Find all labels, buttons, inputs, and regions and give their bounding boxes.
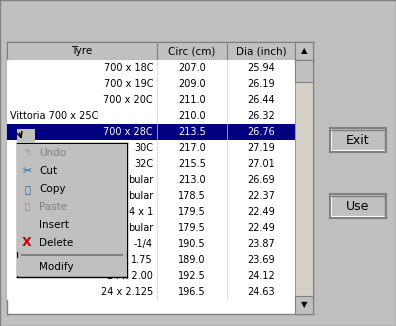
Text: Insert: Insert [39,220,69,230]
Text: 26.19: 26.19 [247,79,275,89]
Text: Dia (inch): Dia (inch) [236,46,286,56]
Text: 192.5: 192.5 [178,271,206,281]
Text: 📋: 📋 [25,202,29,212]
Text: 190.5: 190.5 [178,239,206,249]
Text: bular: bular [128,175,153,185]
Text: 207.0: 207.0 [178,63,206,73]
Text: ✂: ✂ [22,166,32,176]
Text: 24.63: 24.63 [247,287,275,297]
Text: 209.0: 209.0 [178,79,206,89]
Text: 217.0: 217.0 [178,143,206,153]
Text: 26.44: 26.44 [247,95,275,105]
Text: Exit: Exit [346,134,370,146]
Text: 25.94: 25.94 [247,63,275,73]
Text: ▲: ▲ [301,47,307,55]
Text: Undo: Undo [39,148,66,158]
Text: 27.19: 27.19 [247,143,275,153]
Text: -1/4: -1/4 [134,239,153,249]
Text: Cut: Cut [39,166,57,176]
Text: 24 x 2.125: 24 x 2.125 [101,287,153,297]
Text: 179.5: 179.5 [178,223,206,233]
Text: 23.69: 23.69 [247,255,275,265]
Text: 27.01: 27.01 [247,159,275,169]
Text: 189.0: 189.0 [178,255,206,265]
Text: 1.75: 1.75 [131,255,153,265]
Text: Common Tyre Sizes: Common Tyre Sizes [5,3,141,16]
Text: 32C: 32C [134,159,153,169]
Text: 23.87: 23.87 [247,239,275,249]
Text: 26.69: 26.69 [247,175,275,185]
Text: Modify: Modify [39,262,74,272]
Text: 213.0: 213.0 [178,175,206,185]
Text: Use: Use [346,200,370,213]
Text: Use: Use [34,24,55,34]
Text: X: X [22,236,32,249]
Text: ▼: ▼ [301,301,307,309]
Text: 22.49: 22.49 [247,223,275,233]
Text: 213.5: 213.5 [178,127,206,137]
Text: Delete: Delete [39,238,73,248]
Text: Vittoria 700 x 25C: Vittoria 700 x 25C [10,111,98,121]
Text: Edit: Edit [6,24,28,34]
Text: 178.5: 178.5 [178,191,206,201]
Text: 22.49: 22.49 [247,207,275,217]
Text: Exit: Exit [60,24,81,34]
Text: 210.0: 210.0 [178,111,206,121]
Text: 4 x 1: 4 x 1 [129,207,153,217]
Text: Copy: Copy [39,184,65,194]
Text: 700 x 20C: 700 x 20C [103,95,153,105]
Text: 700 x 19C: 700 x 19C [103,79,153,89]
Text: Tyre: Tyre [71,46,93,56]
Text: 30C: 30C [134,143,153,153]
Text: 26.32: 26.32 [247,111,275,121]
Text: bular: bular [128,223,153,233]
Text: bular: bular [128,191,153,201]
Text: 24 x 2.00: 24 x 2.00 [107,271,153,281]
Text: 211.0: 211.0 [178,95,206,105]
Text: 22.37: 22.37 [247,191,275,201]
Text: 700 x 28C: 700 x 28C [103,127,153,137]
Text: Paste: Paste [39,202,67,212]
Text: Circ (cm): Circ (cm) [168,46,216,56]
Text: ⧉: ⧉ [24,184,30,194]
Text: 196.5: 196.5 [178,287,206,297]
Text: ↰: ↰ [23,148,31,158]
Text: 26.76: 26.76 [247,127,275,137]
Text: 24.12: 24.12 [247,271,275,281]
Text: 215.5: 215.5 [178,159,206,169]
Text: 179.5: 179.5 [178,207,206,217]
Text: 700 x 18C: 700 x 18C [103,63,153,73]
